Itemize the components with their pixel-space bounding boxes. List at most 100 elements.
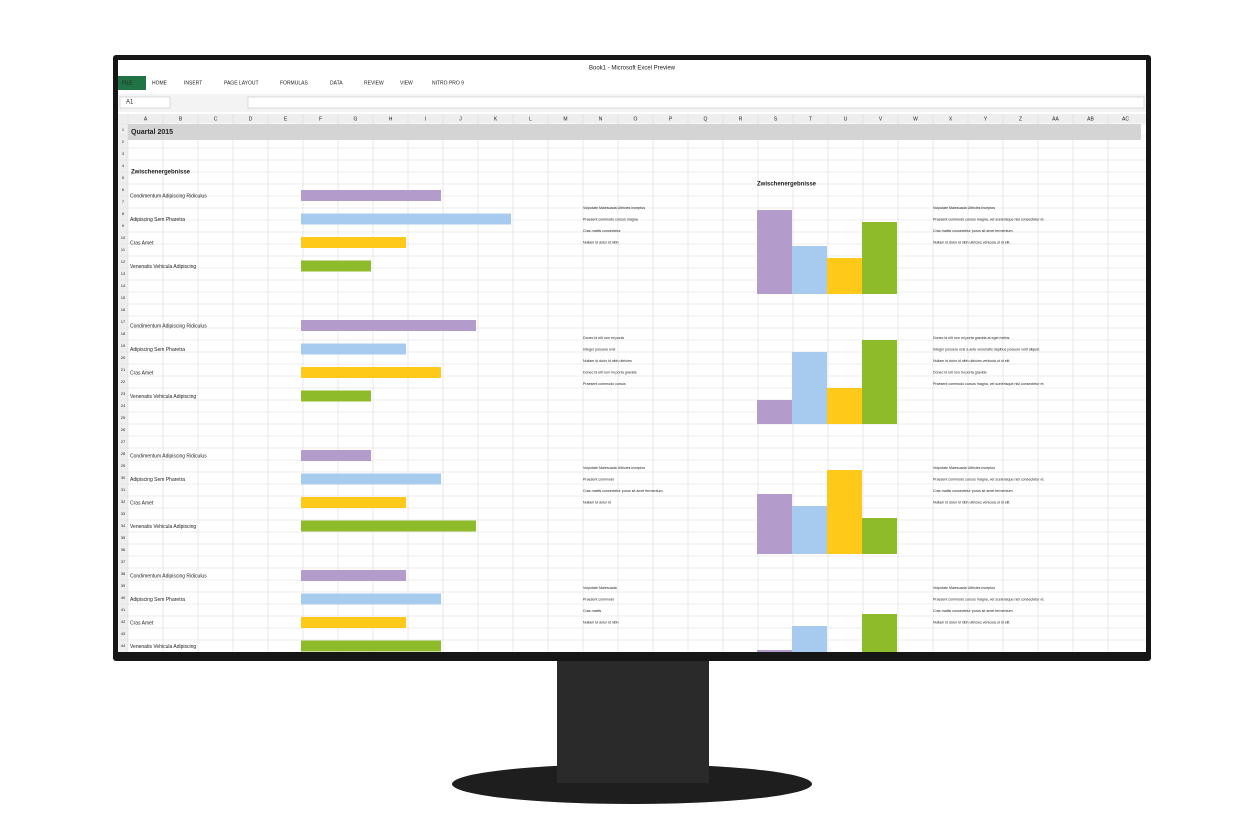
- column-header: T: [809, 116, 812, 122]
- row-header: 16: [121, 307, 126, 312]
- bar: [301, 320, 476, 331]
- note: Nullam id dolor id nibh ultricies: [583, 359, 632, 363]
- column-header: I: [425, 116, 426, 122]
- note: Donec id elit non mi porta gravida: [933, 370, 987, 374]
- column-bar: [827, 662, 862, 674]
- ribbon: [118, 60, 1146, 94]
- bar: [301, 367, 441, 378]
- note: Praesent commodo cursus magna, vel scele…: [933, 477, 1044, 481]
- column-header: H: [389, 116, 393, 122]
- row-label: Condimentum Adipiscing Ridiculus: [130, 453, 207, 459]
- row-header: 21: [121, 367, 126, 372]
- ribbon-tab[interactable]: PAGE LAYOUT: [224, 80, 259, 86]
- row-label: Adipiscing Sem Pharetra: [130, 477, 185, 483]
- column-bar: [827, 470, 862, 554]
- note: Nullam id dolor id nibh: [583, 620, 619, 624]
- row-label: Cras Amet: [130, 240, 154, 246]
- row-label: Adipiscing Sem Pharetra: [130, 597, 185, 603]
- note: Nullam id dolor id nibh ultricies vehicu…: [933, 500, 1010, 504]
- row-header: 37: [121, 559, 126, 564]
- name-box-text: A1: [126, 100, 134, 106]
- column-bar: [792, 352, 827, 424]
- row-header: 23: [121, 391, 126, 396]
- ribbon-tab[interactable]: FORMULAS: [280, 80, 308, 86]
- column-bar: [792, 626, 827, 652]
- row-header: 11: [121, 247, 126, 252]
- column-header: Q: [704, 116, 708, 122]
- row-header: 44: [121, 643, 126, 648]
- row-header: 38: [121, 571, 126, 576]
- column-header: Y: [984, 116, 988, 122]
- row-header: 43: [121, 631, 126, 636]
- column-header: AC: [1122, 116, 1129, 122]
- chart-title: Zwischenergebnisse: [757, 182, 817, 188]
- stand-base: [452, 764, 812, 804]
- bar: [301, 450, 371, 461]
- ribbon-tab[interactable]: DATA: [330, 80, 343, 86]
- ribbon-tab[interactable]: HOME: [152, 80, 168, 86]
- row-header: 5: [122, 175, 125, 180]
- column-header: B: [179, 116, 183, 122]
- note: Cras mattis: [583, 609, 601, 613]
- row-label: Cras Amet: [130, 370, 154, 376]
- row-label: Venenatis Vehicula Adipiscing: [130, 264, 196, 270]
- column-header: G: [354, 116, 358, 122]
- ribbon-tab[interactable]: VIEW: [400, 80, 413, 86]
- bar: [301, 593, 441, 605]
- column-header: U: [844, 116, 848, 122]
- window-title: Book1 - Microsoft Excel Preview: [589, 66, 676, 72]
- note: Praesent commodo cursus: [583, 382, 626, 386]
- bar: [301, 473, 441, 485]
- row-header: 36: [121, 547, 126, 552]
- row-label: Condimentum Adipiscing Ridiculus: [130, 573, 207, 579]
- row-header: 15: [121, 295, 126, 300]
- note: Vulputate Malesuada Ultricies Inceptos: [933, 466, 995, 470]
- bar: [301, 190, 441, 201]
- bar: [301, 237, 406, 248]
- row-header-bar: [118, 123, 128, 652]
- row-label: Condimentum Adipiscing Ridiculus: [130, 323, 207, 329]
- row-header: 13: [121, 271, 126, 276]
- row-label: Condimentum Adipiscing Ridiculus: [130, 193, 207, 199]
- column-header: R: [739, 116, 743, 122]
- row-header: 6: [122, 187, 125, 192]
- column-bar: [862, 222, 897, 294]
- note: Praesent commodo cursus magna, vel scele…: [933, 217, 1044, 221]
- formula-input[interactable]: [247, 96, 1145, 109]
- row-header: 31: [121, 487, 126, 492]
- row-header: 4: [122, 163, 125, 168]
- column-header: C: [214, 116, 218, 122]
- row-header: 2: [122, 139, 125, 144]
- column-header: AB: [1087, 116, 1094, 122]
- column-bar: [792, 506, 827, 554]
- section-title: Zwischenergebnisse: [131, 170, 191, 176]
- ribbon-tab[interactable]: INSERT: [184, 80, 202, 86]
- note: Vulputate Malesuada Ultricies Inceptos: [583, 206, 645, 210]
- ribbon-tab[interactable]: FILE: [122, 80, 133, 86]
- note: Praesent commodo cursus magna, vel scele…: [933, 382, 1044, 386]
- ribbon-tab[interactable]: NITRO PRO 9: [432, 80, 464, 86]
- row-header: 20: [121, 355, 126, 360]
- row-header: 30: [121, 475, 126, 480]
- heading-band: [128, 124, 1141, 140]
- row-header: 7: [122, 199, 125, 204]
- row-header: 12: [121, 259, 126, 264]
- column-header-bar: [118, 114, 1146, 123]
- name-box[interactable]: [119, 96, 171, 109]
- note: Praesent commodo: [583, 477, 614, 481]
- row-header: 14: [121, 283, 126, 288]
- column-header: X: [949, 116, 953, 122]
- column-header: W: [913, 116, 918, 122]
- note: Cras mattis consectetur purus sit amet f…: [933, 609, 1014, 613]
- note: Nullam id dolor id nibh ultricies vehicu…: [933, 359, 1010, 363]
- bar: [301, 497, 406, 508]
- excel-window: A1 Book1 - Microsoft Excel Preview FILE H…: [118, 60, 1146, 674]
- row-header: 33: [121, 511, 126, 516]
- column-bar: [827, 388, 862, 424]
- row-label: Venenatis Vehicula Adipiscing: [130, 524, 196, 530]
- note: Cras mattis consectetur purus sit amet f…: [583, 489, 664, 493]
- column-header: E: [284, 116, 288, 122]
- bar: [301, 213, 511, 225]
- column-bar: [862, 518, 897, 554]
- ribbon-tab[interactable]: REVIEW: [364, 80, 384, 86]
